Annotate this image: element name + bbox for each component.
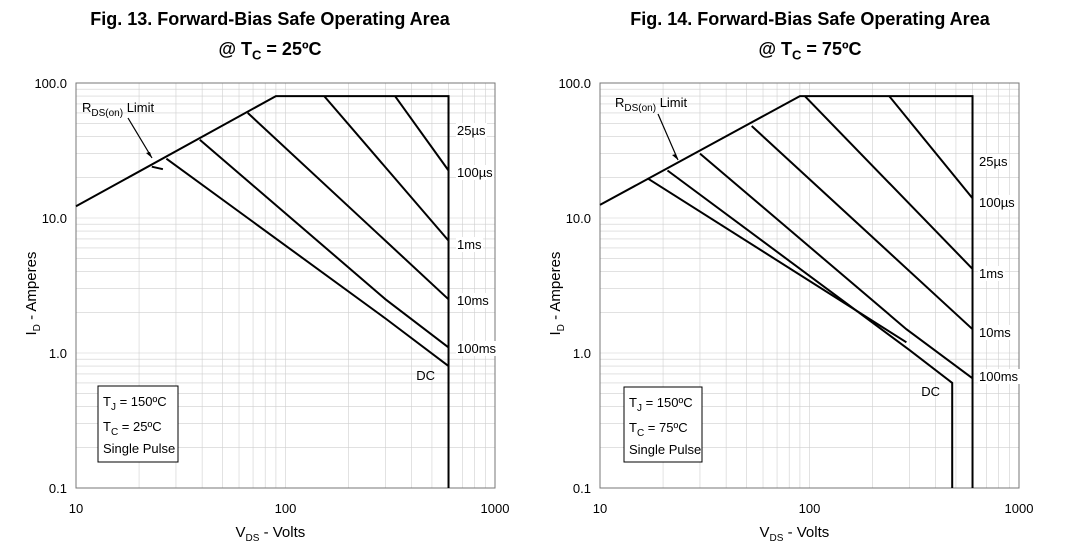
series-label: 25µs	[457, 123, 486, 138]
y-tick-label: 0.1	[573, 481, 591, 496]
x-tick-label: 1000	[481, 501, 510, 516]
series-label: 100µs	[979, 195, 1015, 210]
tj-condition: TJ = 150ºC	[629, 395, 693, 414]
series-line-extra-6	[647, 177, 907, 344]
x-tick-label: 100	[275, 501, 297, 516]
series-label: 1ms	[457, 237, 482, 252]
x-tick-label: 10	[69, 501, 83, 516]
plot-frame	[75, 82, 496, 489]
series-line-DC	[666, 169, 954, 488]
chart-panel-left: Fig. 13. Forward-Bias Safe Operating Are…	[23, 9, 510, 544]
tj-condition: TJ = 150ºC	[103, 394, 167, 413]
chart-title: Fig. 13. Forward-Bias Safe Operating Are…	[90, 9, 450, 29]
y-tick-label: 0.1	[49, 481, 67, 496]
series-label-bg	[456, 293, 491, 308]
y-tick-label: 1.0	[573, 346, 591, 361]
single-pulse-label: Single Pulse	[629, 442, 701, 457]
rds-limit-arrow	[127, 117, 153, 159]
series-label: 100ms	[979, 369, 1019, 384]
plot-frame	[599, 82, 1020, 489]
series-label: 1ms	[979, 266, 1004, 281]
y-tick-label: 100.0	[558, 76, 591, 91]
series-line-10ms	[751, 125, 974, 330]
chart-subtitle: @ TC = 75ºC	[758, 39, 862, 63]
series-label-bg	[978, 369, 1020, 384]
series-label-bg	[978, 154, 1009, 169]
soa-chart-fig14: 10 100 1000 0.1 1.0 10.0 100.0 VDS - Volts ID - …	[547, 76, 1034, 544]
x-axis-label: VDS - Volts	[760, 524, 830, 544]
series-line-1ms	[804, 95, 974, 270]
rds-limit-label: RDS(on) Limit	[615, 95, 688, 114]
x-tick-label: 10	[593, 501, 607, 516]
series-line-100s	[394, 95, 450, 172]
series-label-bg	[456, 123, 487, 138]
y-axis-label: ID - Amperes	[23, 252, 43, 336]
series-label-bg	[456, 165, 495, 180]
series-line-10ms	[247, 112, 450, 301]
series-line-extra-6	[151, 165, 164, 171]
series-label: 100µs	[457, 165, 493, 180]
tc-condition: TC = 25ºC	[103, 419, 162, 438]
series-line-100ms	[199, 138, 450, 349]
series-label-bg	[978, 325, 1013, 340]
tc-condition: TC = 75ºC	[629, 420, 688, 439]
rds-arrow-head	[672, 154, 678, 160]
series-label: 25µs	[979, 154, 1008, 169]
y-axis-label: ID - Amperes	[547, 252, 567, 336]
series-label: 100ms	[457, 341, 497, 356]
series-label: DC	[921, 384, 940, 399]
x-axis-label: VDS - Volts	[236, 524, 306, 544]
series-label-bg	[978, 195, 1017, 210]
series-line-100s	[888, 95, 974, 199]
x-tick-label: 1000	[1005, 501, 1034, 516]
chart-subtitle: @ TC = 25ºC	[218, 39, 322, 63]
y-tick-label: 10.0	[566, 211, 591, 226]
series-label: DC	[416, 368, 435, 383]
x-tick-label: 100	[799, 501, 821, 516]
series-label: 10ms	[979, 325, 1011, 340]
series-line-100ms	[699, 152, 974, 380]
series-label-bg	[456, 341, 498, 356]
series-label: 10ms	[457, 293, 489, 308]
y-tick-label: 100.0	[34, 76, 67, 91]
single-pulse-label: Single Pulse	[103, 441, 175, 456]
series-label-bg	[456, 237, 484, 252]
y-tick-label: 1.0	[49, 346, 67, 361]
rds-limit-arrow	[657, 113, 679, 161]
series-group	[75, 95, 450, 367]
conditions-box	[623, 386, 703, 463]
rds-arrow-head	[146, 152, 152, 158]
series-line-DC	[165, 157, 450, 367]
chart-panel-right: Fig. 14. Forward-Bias Safe Operating Are…	[540, 0, 1080, 554]
soa-chart-fig13: 10 100 1000 0.1 1.0 10.0 100.0 VDS - Volts ID - …	[23, 76, 510, 544]
series-label-bg	[978, 266, 1006, 281]
series-line-1ms	[323, 95, 450, 242]
conditions-box	[97, 385, 179, 463]
chart-title: Fig. 14. Forward-Bias Safe Operating Are…	[630, 9, 990, 29]
y-tick-label: 10.0	[42, 211, 67, 226]
rds-limit-label: RDS(on) Limit	[82, 100, 155, 119]
